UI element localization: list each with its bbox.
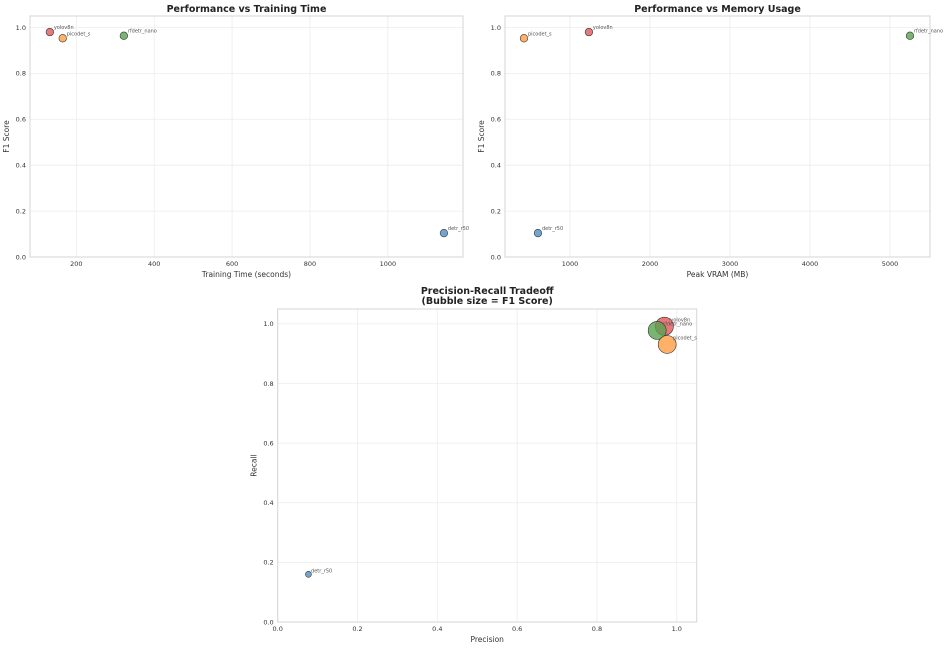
point-label: detr_r50: [542, 226, 563, 232]
y-tick-label: 0.8: [16, 70, 26, 78]
y-tick-label: 0.2: [263, 559, 273, 567]
chart-panel-0: 200 400 600 800 1000 0.0 0.2 0.4 0.6 0.8 1.0 Perfor…: [2, 4, 469, 279]
point-label: picodet_s: [67, 31, 91, 37]
y-tick-label: 0.6: [16, 116, 26, 124]
x-tick-label: 3000: [722, 260, 739, 268]
x-tick-label: 0.6: [512, 625, 522, 633]
data-point-yolov8n: [584, 27, 594, 37]
y-tick-label: 0.8: [263, 380, 273, 388]
x-axis-label: Peak VRAM (MB): [687, 270, 749, 279]
point-label: yolov8n: [670, 317, 690, 323]
y-axis-label: Recall: [250, 454, 259, 476]
data-point-picodet_s: [657, 335, 677, 354]
y-tick-label: 1.0: [491, 24, 501, 32]
x-tick-label: 600: [226, 260, 238, 268]
x-tick-label: 200: [70, 260, 82, 268]
x-axis-label: Training Time (seconds): [201, 270, 291, 279]
point-label: rfdetr_nano: [914, 29, 943, 35]
data-point-detr_r50: [305, 571, 312, 578]
x-tick-label: 0.8: [592, 625, 602, 633]
x-tick-label: 400: [148, 260, 160, 268]
y-tick-label: 0.4: [16, 161, 26, 169]
y-tick-label: 0.0: [16, 253, 26, 261]
y-tick-label: 0.4: [491, 161, 501, 169]
data-point-yolov8n: [45, 27, 54, 37]
x-tick-label: 0.2: [352, 625, 362, 633]
y-tick-label: 0.8: [491, 70, 501, 78]
chart-title: Performance vs Memory Usage: [634, 4, 801, 15]
point-label: picodet_s: [673, 336, 697, 342]
data-point-rfdetr_nano: [905, 31, 915, 40]
x-axis-label: Precision: [470, 635, 504, 644]
y-tick-label: 0.2: [16, 207, 26, 215]
x-tick-label: 4000: [802, 260, 819, 268]
data-point-rfdetr_nano: [119, 31, 128, 40]
x-tick-label: 1000: [380, 260, 397, 268]
x-tick-label: 1000: [562, 260, 579, 268]
chart-panel-2: 0.0 0.2 0.4 0.6 0.8 1.0 0.0 0.2 0.4 0.6 0.8 1.0 Prec…: [250, 286, 698, 644]
point-label: picodet_s: [528, 31, 552, 37]
y-tick-label: 0.4: [263, 499, 273, 507]
plot-frame: [29, 15, 464, 258]
plot-frame: [504, 15, 931, 258]
data-point-detr_r50: [439, 229, 449, 238]
data-point-rfdetr_nano: [647, 321, 667, 340]
y-tick-label: 0.2: [491, 207, 501, 215]
x-tick-label: 0.4: [432, 625, 442, 633]
plot-frame: [277, 308, 698, 623]
data-point-detr_r50: [533, 229, 543, 238]
chart-subtitle: (Bubble size = F1 Score): [422, 296, 553, 307]
x-tick-label: 5000: [882, 260, 899, 268]
y-axis-label: F1 Score: [2, 120, 11, 153]
data-point-picodet_s: [519, 34, 529, 43]
y-tick-label: 0.6: [263, 439, 273, 447]
data-point-picodet_s: [58, 34, 67, 43]
y-tick-label: 0.6: [491, 116, 501, 124]
point-label: yolov8n: [54, 25, 74, 31]
chart-panel-1: 1000 2000 3000 4000 5000 0.0 0.2 0.4 0.6 0.8 1.0 Pe…: [477, 4, 943, 279]
point-label: yolov8n: [593, 25, 613, 31]
x-tick-label: 2000: [642, 260, 659, 268]
y-tick-label: 1.0: [263, 320, 273, 328]
y-tick-label: 0.0: [491, 253, 501, 261]
chart-title: Performance vs Training Time: [167, 4, 327, 15]
y-tick-label: 0.0: [263, 618, 273, 626]
x-tick-label: 800: [304, 260, 316, 268]
point-label: rfdetr_nano: [663, 321, 692, 327]
chart-title: Precision-Recall Tradeoff: [421, 286, 554, 297]
x-tick-label: 0.0: [273, 625, 283, 633]
y-tick-label: 1.0: [16, 24, 26, 32]
point-label: rfdetr_nano: [128, 29, 157, 35]
x-tick-label: 1.0: [672, 625, 682, 633]
y-axis-label: F1 Score: [477, 120, 486, 153]
point-label: detr_r50: [448, 226, 469, 232]
point-label: detr_r50: [311, 569, 332, 575]
